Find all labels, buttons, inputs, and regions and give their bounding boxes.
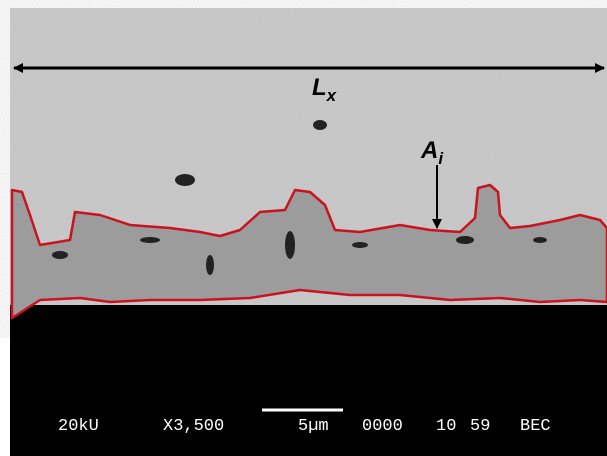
image-id: 0000 [362,417,403,436]
length-label: Lx [312,74,338,105]
background-region [10,305,607,456]
coating-layer [10,183,607,320]
info-field: 59 [470,417,490,436]
scale-label: 5µm [298,417,329,436]
length-subscript: x [326,86,338,105]
length-symbol: L [312,74,327,101]
pores [52,120,547,275]
area-label: Ai [420,137,444,168]
magnification: X3,500 [163,417,224,436]
voltage: 20kU [58,417,99,436]
info-field: 10 [436,417,456,436]
detector: BEC [520,417,551,436]
area-symbol: A [420,137,438,164]
area-subscript: i [438,149,444,168]
